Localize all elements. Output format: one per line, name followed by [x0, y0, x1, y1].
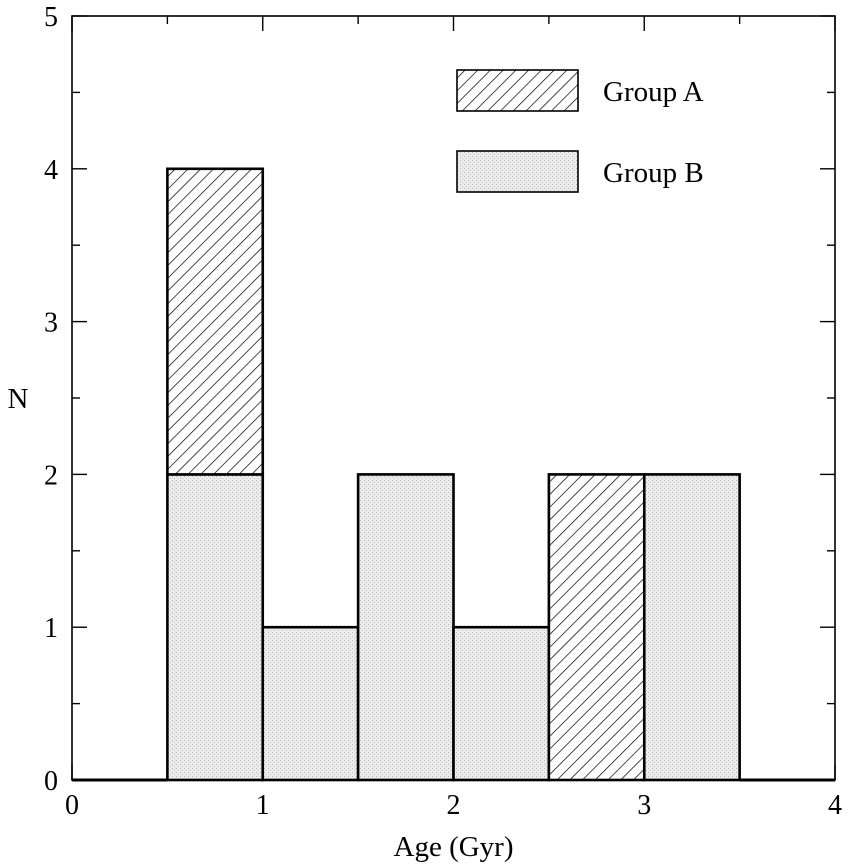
y-tick-label: 5 — [44, 2, 58, 33]
bar-group-b-0.5-1.0 — [166, 473, 265, 782]
x-tick-label: 2 — [447, 790, 461, 821]
y-tick-label: 4 — [44, 155, 58, 186]
x-tick-label: 3 — [637, 790, 651, 821]
bars-layer — [166, 167, 741, 782]
legend-swatch-group-a — [456, 69, 579, 112]
y-tick-label: 2 — [44, 460, 58, 491]
y-tick-labels: 0 1 2 3 4 5 — [44, 2, 58, 797]
legend-label-group-a: Group A — [603, 76, 704, 108]
bar-group-b-2.0-2.5 — [452, 625, 551, 782]
bar-group-b-3.0-3.5 — [642, 473, 741, 782]
bar-group-a-2.5-3.0 — [547, 473, 646, 782]
bar-group-a-0.5-1.0 — [166, 167, 265, 476]
y-tick-label: 3 — [44, 308, 58, 339]
x-axis-title: Age (Gyr) — [394, 831, 514, 863]
x-tick-labels: 0 1 2 3 4 — [65, 790, 842, 821]
ticks-layer — [71, 15, 836, 781]
y-tick-label: 0 — [44, 766, 58, 797]
x-tick-label: 0 — [65, 790, 79, 821]
legend: Group A Group B — [456, 69, 704, 193]
plot-frame — [71, 15, 836, 781]
bar-group-b-1.0-1.5 — [261, 625, 360, 782]
x-tick-label: 1 — [256, 790, 270, 821]
bar-group-b-1.5-2.0 — [356, 473, 455, 782]
legend-swatch-group-b — [456, 150, 579, 193]
legend-label-group-b: Group B — [603, 157, 704, 189]
y-axis-title: N — [8, 383, 29, 415]
x-tick-label: 4 — [828, 790, 842, 821]
y-tick-label: 1 — [44, 613, 58, 644]
